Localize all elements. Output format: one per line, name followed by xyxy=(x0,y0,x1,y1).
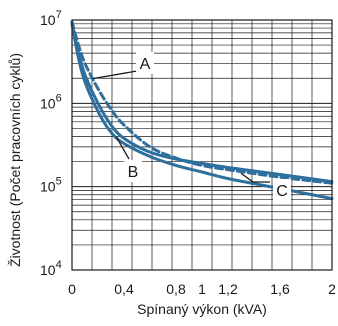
series-line-b xyxy=(70,22,334,201)
x-tick-labels: 0 0,4 0,8 1 1,2 1,6 2 xyxy=(68,281,336,297)
callout-c: C xyxy=(240,172,291,201)
callout-label-bg xyxy=(273,179,291,201)
y-tick-label: 107 xyxy=(40,9,62,28)
callout-b: B xyxy=(115,136,142,182)
series-line-c xyxy=(70,22,334,184)
plot-frame xyxy=(71,19,333,271)
x-tick-label: 1,6 xyxy=(270,281,290,297)
y-tick-labels: 104 105 106 107 xyxy=(40,9,62,278)
y-axis-title: Životnost (Počet pracovních cyklů) xyxy=(7,53,23,267)
callout-leader xyxy=(92,70,138,80)
grid xyxy=(71,20,333,271)
series-line-a xyxy=(70,20,334,185)
callout-leader xyxy=(240,172,270,183)
x-tick-label: 0 xyxy=(68,281,76,297)
y-tick-label: 106 xyxy=(40,92,62,111)
x-tick-label: 0,4 xyxy=(114,281,134,297)
y-tick-label: 104 xyxy=(40,259,62,278)
callout-label: B xyxy=(128,164,139,181)
callout-label-bg xyxy=(136,52,154,74)
y-tick-label: 105 xyxy=(40,176,62,195)
series-layer xyxy=(70,20,334,201)
x-axis-title: Spínaný výkon (kVA) xyxy=(137,301,267,317)
x-tick-label: 1 xyxy=(198,281,206,297)
callout-layer: A B C xyxy=(92,52,291,201)
x-tick-label: 1,2 xyxy=(218,281,238,297)
x-tick-label: 2 xyxy=(328,281,336,297)
x-tick-label: 0,8 xyxy=(166,281,186,297)
callout-a: A xyxy=(92,52,154,80)
callout-label: A xyxy=(140,56,151,73)
callout-leader xyxy=(115,136,130,160)
callout-label-bg xyxy=(124,160,142,182)
callout-label: C xyxy=(276,183,288,200)
